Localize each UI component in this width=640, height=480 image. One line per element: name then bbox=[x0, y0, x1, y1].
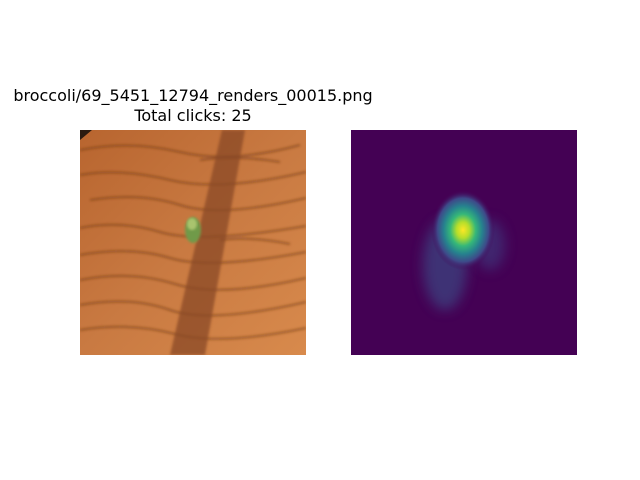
heatmap bbox=[351, 130, 577, 355]
image-subtitle: Total clicks: 25 bbox=[133, 106, 251, 125]
photo bbox=[80, 130, 306, 355]
image-title: broccoli/69_5451_12794_renders_00015.png bbox=[13, 86, 372, 106]
